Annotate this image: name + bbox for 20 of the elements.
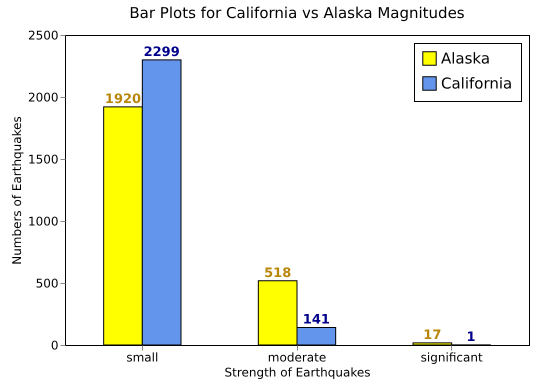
y-tick-label: 0 bbox=[50, 338, 58, 352]
x-tick-label: moderate bbox=[268, 350, 326, 364]
chart-title: Bar Plots for California vs Alaska Magnitudes bbox=[129, 4, 465, 22]
data-label: 1 bbox=[466, 330, 476, 345]
legend-label: Alaska bbox=[441, 50, 490, 68]
y-tick-label: 1000 bbox=[28, 214, 58, 228]
data-label: 141 bbox=[302, 312, 330, 328]
y-tick-label: 2000 bbox=[28, 90, 58, 104]
data-label: 1920 bbox=[104, 92, 142, 107]
data-label: 2299 bbox=[144, 44, 180, 60]
y-tick-label: 1500 bbox=[28, 152, 58, 166]
y-axis-title: Numbers of Earthquakes bbox=[10, 116, 24, 265]
y-tick-label: 2500 bbox=[28, 28, 58, 42]
x-tick-label: significant bbox=[420, 350, 483, 364]
legend-label: California bbox=[441, 74, 512, 92]
x-axis-title: Strength of Earthquakes bbox=[224, 366, 371, 380]
x-tick-label: small bbox=[126, 350, 158, 364]
y-tick-label: 500 bbox=[36, 276, 58, 290]
data-label: 17 bbox=[423, 328, 442, 343]
data-label: 518 bbox=[264, 266, 292, 281]
